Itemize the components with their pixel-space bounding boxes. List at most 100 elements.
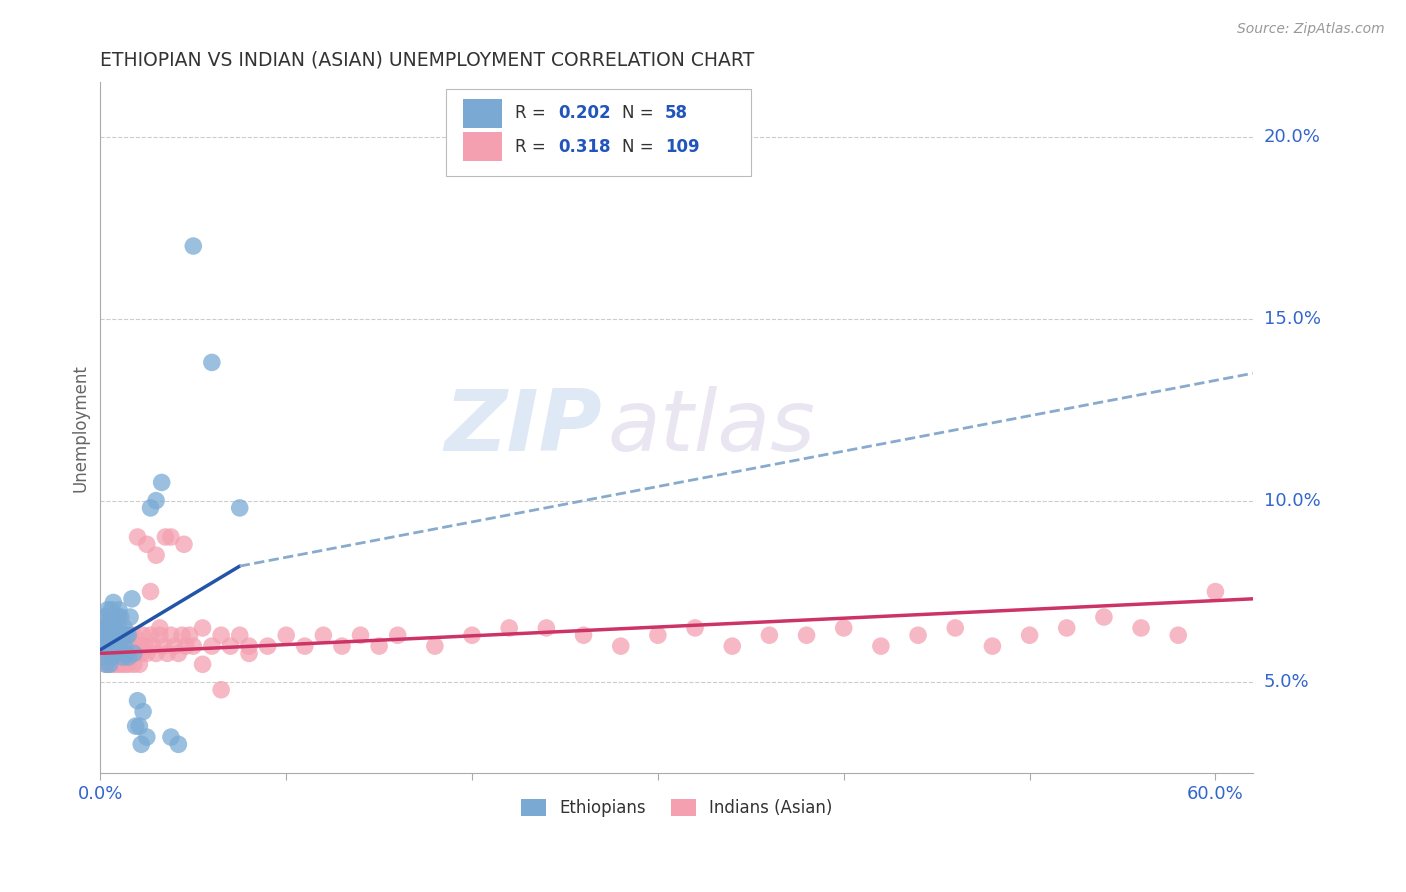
Point (1130, 621, 1153, 635)
Point (238, 639, 260, 653)
Point (97, 632, 120, 646)
Point (111, 650, 134, 665)
Point (201, 355, 224, 369)
Point (276, 628, 298, 642)
Point (98, 639, 121, 653)
Text: R =: R = (515, 137, 551, 155)
Point (110, 639, 132, 653)
Legend: Ethiopians, Indians (Asian): Ethiopians, Indians (Asian) (515, 792, 839, 824)
Point (93, 621, 115, 635)
Point (110, 657, 132, 672)
Point (97, 603, 120, 617)
Point (163, 639, 186, 653)
Point (758, 628, 780, 642)
Point (120, 647, 142, 661)
FancyBboxPatch shape (464, 132, 502, 161)
Point (943, 621, 966, 635)
Point (108, 610, 131, 624)
Point (572, 628, 595, 642)
Point (104, 647, 127, 661)
Point (368, 639, 391, 653)
Point (312, 628, 335, 642)
Point (104, 610, 127, 624)
Point (115, 647, 138, 661)
Point (229, 628, 252, 642)
Point (423, 639, 446, 653)
Point (129, 647, 152, 661)
Point (461, 628, 484, 642)
Point (127, 530, 149, 544)
Point (135, 647, 157, 661)
Point (114, 657, 136, 672)
Point (832, 621, 855, 635)
Point (122, 639, 145, 653)
Point (127, 694, 149, 708)
Point (796, 628, 818, 642)
Point (100, 647, 122, 661)
Point (115, 647, 138, 661)
Point (117, 650, 139, 665)
Point (104, 610, 127, 624)
Point (139, 628, 162, 642)
Point (104, 639, 127, 653)
Text: 20.0%: 20.0% (1264, 128, 1320, 146)
Text: atlas: atlas (607, 386, 815, 469)
Point (179, 628, 201, 642)
Point (103, 614, 125, 628)
Point (121, 639, 143, 653)
Point (103, 595, 125, 609)
Point (160, 730, 183, 744)
Point (160, 628, 183, 642)
Point (181, 239, 204, 253)
Point (108, 639, 131, 653)
Point (155, 530, 177, 544)
Point (93, 639, 115, 653)
Point (907, 628, 929, 642)
Text: 58: 58 (665, 104, 688, 122)
Point (108, 621, 131, 635)
Point (139, 500, 162, 515)
Point (98, 657, 121, 672)
Point (98, 657, 121, 672)
Point (132, 705, 155, 719)
Point (683, 621, 706, 635)
Point (94, 657, 117, 672)
Text: 5.0%: 5.0% (1264, 673, 1309, 691)
Point (721, 639, 744, 653)
Point (156, 647, 179, 661)
Point (111, 628, 134, 642)
Point (100, 650, 122, 665)
Point (167, 737, 190, 751)
Point (1167, 628, 1189, 642)
Point (93, 610, 115, 624)
Text: 10.0%: 10.0% (1264, 491, 1320, 509)
Point (349, 628, 371, 642)
FancyBboxPatch shape (464, 99, 502, 128)
Point (91, 628, 114, 642)
Point (100, 610, 122, 624)
Point (124, 647, 146, 661)
Point (97, 647, 120, 661)
Point (105, 610, 128, 624)
Point (111, 628, 134, 642)
Point (149, 621, 172, 635)
Point (173, 537, 195, 551)
Point (134, 639, 156, 653)
Point (181, 639, 204, 653)
Point (115, 628, 138, 642)
Point (97, 628, 120, 642)
Point (647, 628, 669, 642)
Point (94, 621, 117, 635)
Point (1092, 610, 1115, 624)
Point (256, 639, 278, 653)
Point (145, 548, 167, 562)
Point (141, 639, 163, 653)
Point (536, 621, 558, 635)
Point (94, 639, 117, 653)
Text: ZIP: ZIP (444, 386, 602, 469)
Point (172, 628, 194, 642)
Point (100, 632, 122, 646)
Text: Source: ZipAtlas.com: Source: ZipAtlas.com (1237, 22, 1385, 37)
Point (167, 647, 190, 661)
Point (98, 628, 121, 642)
